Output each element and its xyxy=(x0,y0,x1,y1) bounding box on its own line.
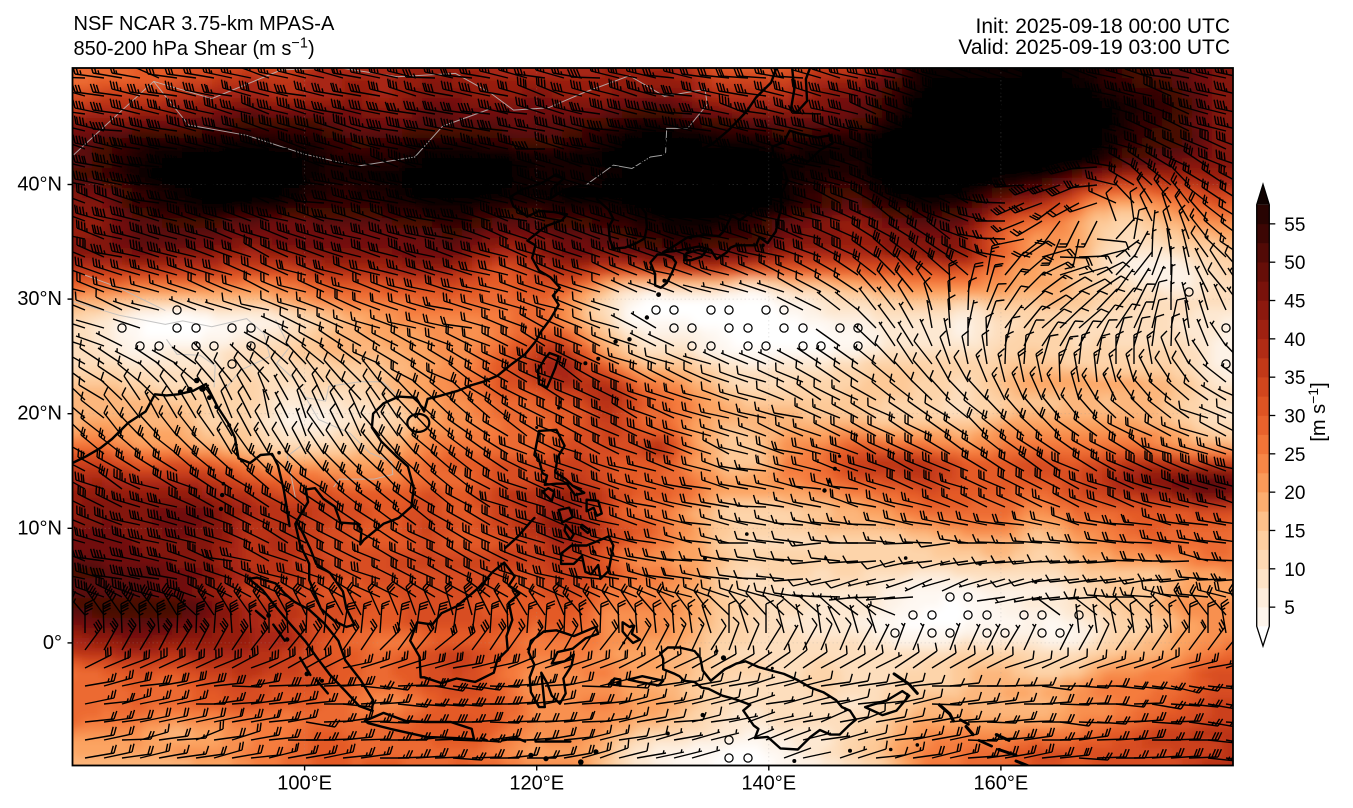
svg-text:40: 40 xyxy=(1284,330,1305,351)
svg-text:Valid: 2025-09-19 03:00 UTC: Valid: 2025-09-19 03:00 UTC xyxy=(958,36,1230,59)
svg-text:35: 35 xyxy=(1284,368,1305,389)
svg-text:120°E: 120°E xyxy=(509,773,564,795)
svg-text:15: 15 xyxy=(1284,521,1305,542)
svg-text:10°N: 10°N xyxy=(17,517,62,539)
svg-text:45: 45 xyxy=(1284,292,1305,313)
svg-text:NSF NCAR 3.75-km MPAS-A: NSF NCAR 3.75-km MPAS-A xyxy=(74,13,335,35)
svg-text:30°N: 30°N xyxy=(17,288,62,310)
svg-text:100°E: 100°E xyxy=(277,773,332,795)
svg-text:30: 30 xyxy=(1284,407,1305,428)
svg-text:50: 50 xyxy=(1284,253,1305,274)
svg-text:850-200 hPa Shear (m s−1): 850-200 hPa Shear (m s−1) xyxy=(74,36,315,61)
svg-text:160°E: 160°E xyxy=(974,773,1029,795)
svg-text:5: 5 xyxy=(1284,598,1295,619)
svg-text:0°: 0° xyxy=(43,632,62,654)
svg-text:140°E: 140°E xyxy=(741,773,796,795)
svg-text:20°N: 20°N xyxy=(17,403,62,425)
svg-text:Init: 2025-09-18 00:00 UTC: Init: 2025-09-18 00:00 UTC xyxy=(976,15,1230,38)
svg-text:55: 55 xyxy=(1284,215,1305,236)
svg-text:10: 10 xyxy=(1284,560,1305,581)
svg-text:25: 25 xyxy=(1284,445,1305,466)
svg-text:20: 20 xyxy=(1284,483,1305,504)
svg-text:40°N: 40°N xyxy=(17,174,62,196)
